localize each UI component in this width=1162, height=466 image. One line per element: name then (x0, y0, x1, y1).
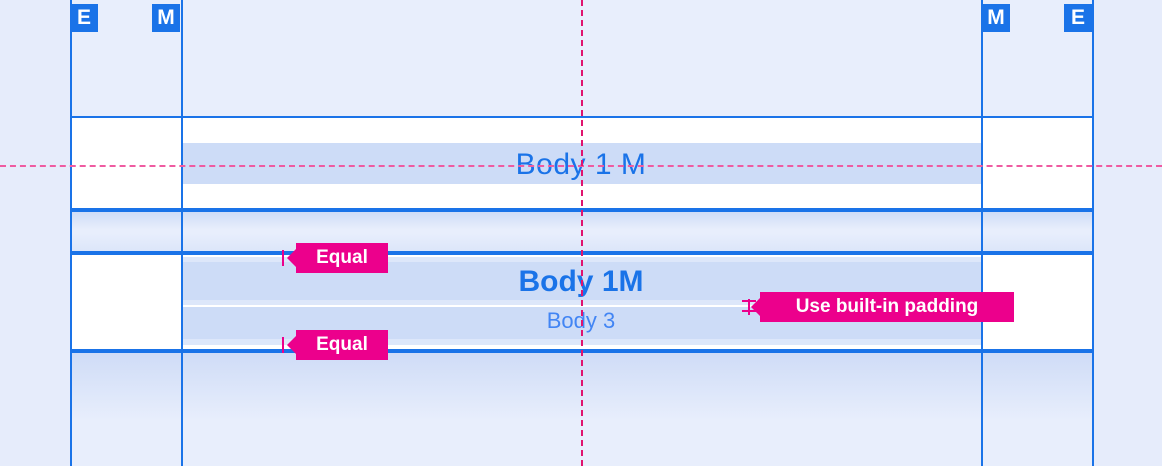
label-body-1m-bold: Body 1M (518, 265, 644, 298)
badge-margin-left: M (152, 4, 180, 32)
badge-edge-left: E (70, 4, 98, 32)
callout-padding-note: Use built-in padding (751, 292, 1014, 322)
chip-arrow-icon (287, 249, 296, 267)
measure-tick-padding (748, 299, 750, 315)
vertical-center-guide (581, 0, 583, 466)
measure-tick-equal-bottom (282, 337, 284, 353)
column-guide-margin-right (981, 0, 983, 466)
margin-cell-right-row1 (981, 116, 1092, 210)
callout-equal-top-label: Equal (316, 247, 368, 268)
measure-line-padding-bottom (742, 310, 756, 312)
callout-padding-note-label: Use built-in padding (795, 296, 979, 317)
column-guide-edge-right (1092, 0, 1094, 466)
badge-edge-right: E (1064, 4, 1092, 32)
chip-arrow-icon (751, 298, 760, 316)
page-edge-left (0, 0, 70, 466)
label-body-1-m-spaced: Body 1 M (515, 148, 647, 181)
callout-equal-top: Equal (287, 243, 388, 273)
chip-arrow-icon (287, 336, 296, 354)
callout-equal-bottom-label: Equal (316, 334, 368, 355)
page-edge-right (1092, 0, 1162, 466)
badge-margin-right: M (982, 4, 1010, 32)
column-guide-margin-left (181, 0, 183, 466)
column-guide-edge-left (70, 0, 72, 466)
callout-equal-bottom: Equal (287, 330, 388, 360)
margin-cell-left-row2 (70, 253, 181, 351)
measure-line-padding-top (742, 300, 756, 302)
margin-cell-left-row1 (70, 116, 181, 210)
measure-tick-equal-top (282, 250, 284, 266)
